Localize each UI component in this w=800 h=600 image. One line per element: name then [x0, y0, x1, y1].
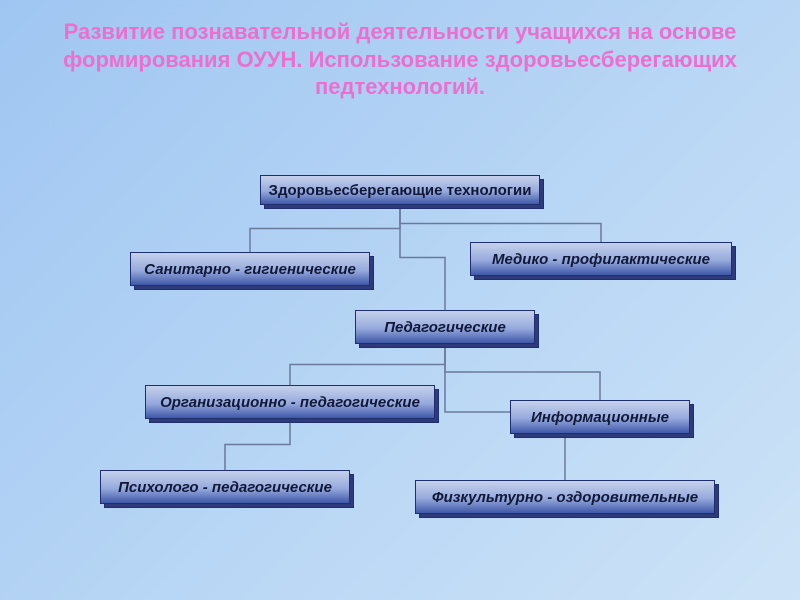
node-inform: Информационные	[510, 400, 690, 434]
page-title: Развитие познавательной деятельности уча…	[40, 18, 760, 101]
edge-root-pedag	[400, 205, 445, 310]
node-pedag: Педагогические	[355, 310, 535, 344]
edge-pedag-orgped	[290, 344, 445, 385]
node-root: Здоровьесберегающие технологии	[260, 175, 540, 205]
edge-root-sanit	[250, 205, 400, 252]
node-phys: Физкультурно - оздоровительные	[415, 480, 715, 514]
edge-pedag-inform	[445, 344, 600, 400]
node-orgped: Организационно - педагогические	[145, 385, 435, 419]
diagram-canvas: Развитие познавательной деятельности уча…	[0, 0, 800, 600]
edge-orgped-psych	[225, 419, 290, 470]
node-sanit: Санитарно - гигиенические	[130, 252, 370, 286]
edge-root-medic	[400, 205, 601, 242]
node-psych: Психолого - педагогические	[100, 470, 350, 504]
node-medic: Медико - профилактические	[470, 242, 732, 276]
